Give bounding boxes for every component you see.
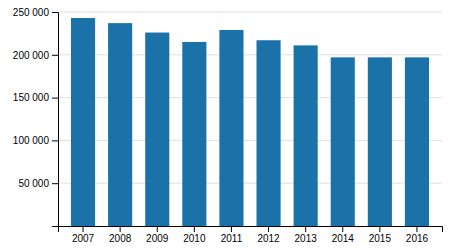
bar (145, 33, 169, 226)
bars (71, 18, 429, 226)
tick: 2010 (183, 226, 206, 244)
tick-mark (416, 226, 417, 232)
tick-mark (52, 140, 58, 141)
tick: 2011 (221, 226, 243, 244)
tick-mark (83, 226, 84, 232)
tick-label: 2008 (109, 233, 132, 244)
tick: 2009 (146, 226, 169, 244)
bar (182, 42, 206, 226)
axis-line (52, 13, 59, 227)
tick-label: 2009 (146, 233, 169, 244)
tick-mark (52, 183, 58, 184)
tick-label: 50 000 (18, 178, 49, 189)
tick-mark (268, 226, 269, 232)
tick-label: 100 000 (13, 135, 50, 146)
tick-label: 2014 (332, 233, 355, 244)
bar (294, 45, 318, 226)
tick: 2016 (406, 226, 429, 244)
bar (368, 57, 392, 226)
chart: 50 000100 000150 000200 000250 000200720… (0, 0, 454, 252)
tick: 2014 (332, 226, 355, 244)
tick: 150 000 (13, 92, 58, 103)
plot: 50 000100 000150 000200 000250 000200720… (13, 7, 443, 244)
tick: 100 000 (13, 135, 58, 146)
y-axis: 50 000 100 000 150 000 200 000 250 000 (13, 7, 59, 227)
tick-mark (52, 12, 58, 13)
tick-label: 2010 (183, 233, 206, 244)
tick-mark (305, 226, 306, 232)
tick-label: 200 000 (13, 50, 50, 61)
x-axis: 2007 2008 2009 2010 2011 2012 2013 2014 2015 2016 (59, 226, 443, 244)
tick-mark (342, 226, 343, 232)
tick-label: 2015 (369, 233, 392, 244)
tick-mark (120, 226, 121, 232)
tick-label: 2012 (257, 233, 280, 244)
bar (108, 23, 132, 226)
tick-label: 2011 (221, 233, 243, 244)
bar (219, 30, 243, 226)
tick: 2008 (109, 226, 132, 244)
tick-label: 2013 (295, 233, 318, 244)
tick: 2012 (257, 226, 280, 244)
axis-line (59, 227, 443, 233)
bar (71, 18, 95, 226)
tick: 250 000 (13, 7, 58, 18)
tick: 200 000 (13, 50, 58, 61)
tick: 2013 (295, 226, 318, 244)
tick: 50 000 (18, 178, 58, 189)
bar (256, 40, 280, 226)
tick-label: 2007 (72, 233, 95, 244)
tick-mark (52, 98, 58, 99)
tick-mark (231, 226, 232, 232)
tick-mark (379, 226, 380, 232)
bar (405, 57, 429, 226)
tick-label: 150 000 (13, 92, 50, 103)
tick-mark (157, 226, 158, 232)
tick-mark (194, 226, 195, 232)
tick-label: 2016 (406, 233, 429, 244)
tick: 2015 (369, 226, 392, 244)
tick-label: 250 000 (13, 7, 50, 18)
grid-line (58, 12, 442, 13)
bar (331, 57, 355, 226)
tick-mark (52, 55, 58, 56)
tick: 2007 (72, 226, 95, 244)
